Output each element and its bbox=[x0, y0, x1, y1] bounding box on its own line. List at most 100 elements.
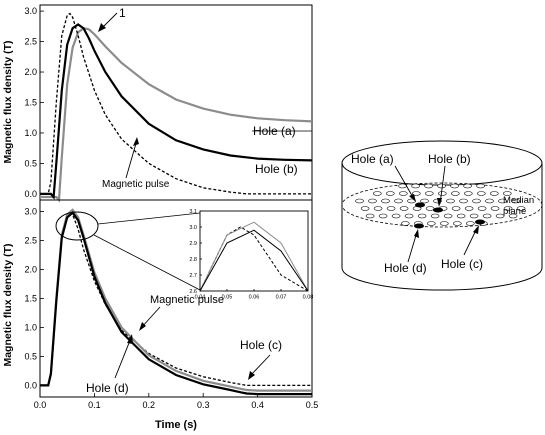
y-tick-label: 2.0 bbox=[24, 67, 37, 77]
hole bbox=[463, 191, 473, 196]
x-tick-label: 0.1 bbox=[88, 400, 101, 410]
series-line-hole-c bbox=[199, 221, 309, 292]
y-tick-label: 0.0 bbox=[24, 381, 37, 391]
hole bbox=[439, 221, 449, 226]
diagram-arrowhead-hole-b bbox=[437, 198, 442, 207]
hole bbox=[381, 198, 390, 204]
y-tick-label: 2.5 bbox=[24, 236, 37, 246]
hole-pattern bbox=[355, 183, 526, 226]
hole bbox=[394, 198, 403, 204]
y-tick-label: 3.0 bbox=[24, 6, 37, 16]
diagram-label-hole-b: Hole (b) bbox=[428, 152, 471, 166]
hole bbox=[459, 198, 468, 204]
diagram-label-hole-d: Hole (d) bbox=[384, 261, 427, 275]
hole bbox=[469, 213, 479, 219]
x-tick-label: 0.0 bbox=[34, 400, 47, 410]
bottom-label-magnetic-pulse: Magnetic pulse bbox=[150, 294, 224, 306]
hole bbox=[430, 213, 440, 219]
hole bbox=[465, 221, 475, 226]
hole bbox=[443, 213, 453, 219]
x-tick-label: 0.08 bbox=[303, 295, 314, 301]
diagram-arrowhead-hole-d bbox=[414, 229, 419, 238]
x-tick-label: 0.4 bbox=[251, 400, 264, 410]
y-tick-label: 2.9 bbox=[189, 241, 197, 247]
y-tick-label: 0.5 bbox=[24, 159, 37, 169]
y-tick-label: 3.0 bbox=[24, 207, 37, 217]
hole bbox=[425, 206, 435, 211]
hole bbox=[450, 183, 459, 189]
bottom-arrowhead-magnetic-pulse bbox=[139, 322, 146, 331]
y-tick-label: 1.0 bbox=[24, 323, 37, 333]
diagram-arrow-hole-d bbox=[407, 231, 418, 263]
x-tick-label: 0.04 bbox=[195, 295, 206, 301]
hole bbox=[516, 206, 526, 211]
hole bbox=[424, 191, 434, 196]
diagram-label-median-1: Median bbox=[503, 195, 534, 206]
hole bbox=[437, 191, 447, 196]
y-tick-label: 3.0 bbox=[189, 225, 197, 231]
hole bbox=[495, 213, 505, 219]
hole bbox=[451, 206, 461, 211]
bottom-arrowhead-hole-c bbox=[248, 371, 255, 380]
hole bbox=[477, 206, 487, 211]
diagram-label-hole-a: Hole (a) bbox=[351, 152, 394, 166]
hole bbox=[411, 183, 420, 189]
median-plane bbox=[341, 182, 543, 228]
y-tick-label: 3.1 bbox=[189, 209, 197, 215]
diagram-arrowhead-hole-a bbox=[409, 194, 416, 202]
top-label-magnetic-pulse: Magnetic pulse bbox=[102, 179, 170, 190]
hole bbox=[378, 213, 388, 219]
y-tick-label: 0.5 bbox=[24, 352, 37, 362]
zoom-line-bottom bbox=[93, 234, 201, 291]
hole bbox=[502, 191, 512, 196]
hole bbox=[472, 198, 481, 204]
series-line-hole-d bbox=[40, 211, 312, 396]
hole bbox=[446, 198, 455, 204]
hole bbox=[485, 198, 494, 204]
inset-plot: 2.6 2.7 2.8 2.9 3.0 3.1 0.04 0.05 0.06 0.07 0.08 bbox=[189, 209, 313, 301]
hole-c-marker bbox=[475, 219, 485, 225]
hole bbox=[490, 206, 500, 211]
hole bbox=[450, 191, 460, 196]
bottom-y-axis-title: Magnetic flux density (T) bbox=[2, 243, 14, 366]
y-tick-label: 2.8 bbox=[189, 257, 197, 263]
y-tick-label: 2.0 bbox=[24, 265, 37, 275]
bottom-arrow-hole-d bbox=[114, 337, 132, 379]
hole bbox=[385, 191, 395, 196]
series-line-hole-b bbox=[40, 23, 313, 200]
hole bbox=[417, 213, 427, 219]
hole bbox=[372, 191, 382, 196]
y-tick-label: 1.5 bbox=[24, 294, 37, 304]
y-tick-label: 1.5 bbox=[24, 98, 37, 108]
hole bbox=[368, 198, 377, 204]
hole-d-marker bbox=[414, 223, 424, 229]
hole bbox=[476, 183, 485, 189]
hole bbox=[400, 221, 410, 226]
hole bbox=[482, 213, 492, 219]
x-tick-label: 0.07 bbox=[276, 295, 287, 301]
hole bbox=[386, 206, 396, 211]
top-arrow-magnetic-pulse bbox=[125, 139, 138, 179]
series-line-hole-d bbox=[199, 229, 309, 292]
hole bbox=[456, 213, 466, 219]
peak-highlight-ellipse bbox=[55, 211, 99, 241]
inset-frame bbox=[199, 210, 309, 292]
hole bbox=[511, 198, 520, 204]
hole bbox=[464, 206, 474, 211]
hole bbox=[391, 213, 401, 219]
x-tick-label: 0.3 bbox=[197, 400, 210, 410]
hole bbox=[476, 191, 486, 196]
diagram-label-median-2: plane bbox=[503, 206, 526, 217]
diagram-label-hole-c: Hole (c) bbox=[441, 257, 483, 271]
hole bbox=[399, 206, 409, 211]
diagram-arrowhead-hole-c bbox=[473, 225, 479, 234]
x-tick-label: 0.2 bbox=[143, 400, 156, 410]
top-arrowhead-1 bbox=[98, 23, 106, 32]
hole bbox=[463, 183, 472, 189]
hole bbox=[452, 221, 462, 226]
hole bbox=[365, 213, 375, 219]
hole-b-marker bbox=[433, 207, 443, 213]
bottom-arrowhead-hole-d bbox=[127, 334, 133, 344]
y-tick-label: 2.7 bbox=[189, 273, 197, 279]
